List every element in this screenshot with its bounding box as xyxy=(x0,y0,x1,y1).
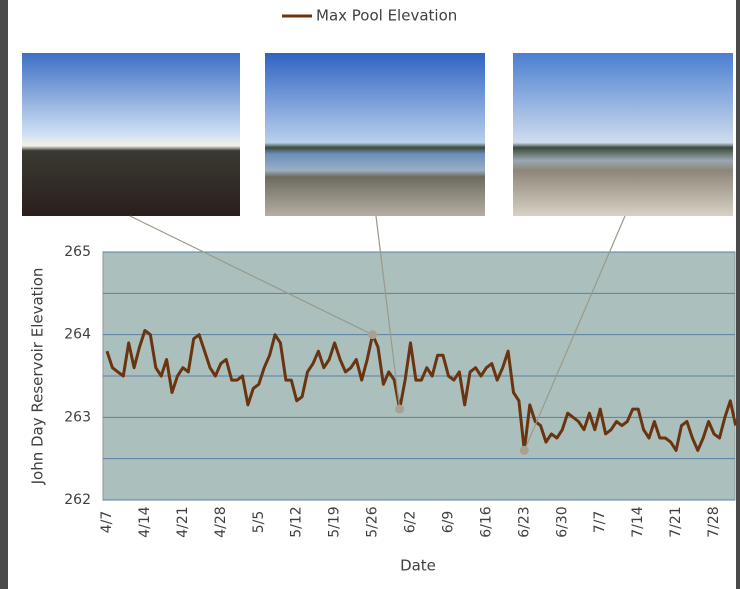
y-tick-label: 263 xyxy=(64,409,91,425)
highlight-point xyxy=(519,445,529,455)
y-axis-label: John Day Reservoir Elevation xyxy=(29,268,47,486)
x-axis-label: Date xyxy=(400,557,436,575)
photo xyxy=(265,53,485,216)
y-tick-label: 265 xyxy=(64,244,91,260)
connector xyxy=(523,215,626,451)
frame-right xyxy=(736,0,740,589)
legend-label: Max Pool Elevation xyxy=(316,7,457,25)
x-tick-label: 5/5 xyxy=(251,511,267,534)
x-tick-label: 6/9 xyxy=(440,511,456,534)
frame-left xyxy=(0,0,8,589)
x-tick-label: 6/16 xyxy=(478,506,494,538)
highlight-point xyxy=(395,404,405,414)
x-tick-label: 5/26 xyxy=(365,506,381,538)
x-tick-label: 4/14 xyxy=(137,506,153,538)
connector xyxy=(129,215,373,336)
x-tick-label: 5/19 xyxy=(327,506,343,537)
x-tick-label: 6/23 xyxy=(516,506,532,537)
photo xyxy=(22,53,240,216)
x-tick-label: 6/30 xyxy=(554,506,570,537)
x-tick-label: 7/14 xyxy=(630,506,646,538)
x-tick-label: 4/21 xyxy=(175,506,191,537)
connector xyxy=(375,215,401,410)
data-line xyxy=(105,329,738,452)
highlight-point xyxy=(368,330,378,340)
y-tick-label: 262 xyxy=(64,492,91,508)
x-tick-label: 4/7 xyxy=(99,511,115,534)
x-tick-label: 5/12 xyxy=(289,506,305,537)
x-tick-label: 7/7 xyxy=(592,511,608,534)
x-tick-label: 6/2 xyxy=(403,511,419,534)
plot-area xyxy=(102,251,738,501)
photo xyxy=(513,53,733,216)
x-tick-label: 7/21 xyxy=(668,506,684,537)
x-tick-label: 4/28 xyxy=(213,506,229,537)
x-tick-label: 7/28 xyxy=(706,506,722,537)
y-tick-label: 264 xyxy=(64,327,91,343)
